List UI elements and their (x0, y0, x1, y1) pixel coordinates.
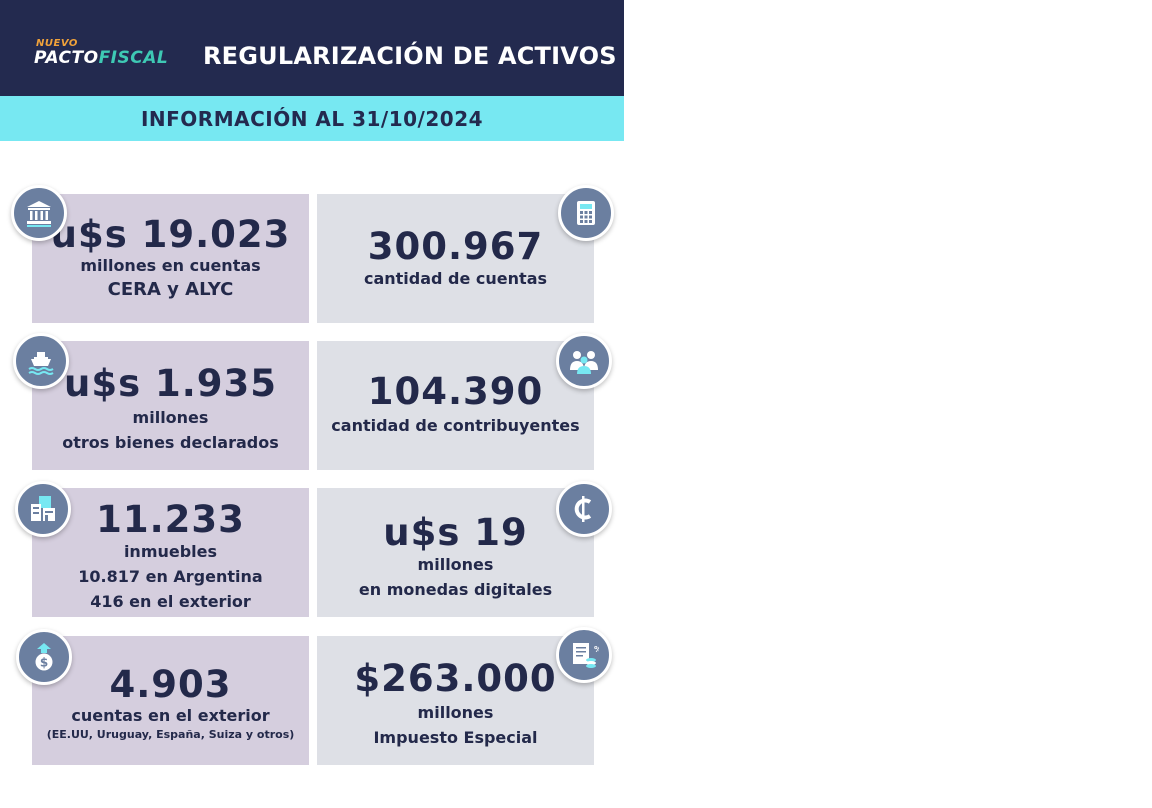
card-value: $263.000 (354, 657, 557, 700)
card-value: u$s 19.023 (50, 213, 291, 256)
tax-document-icon: % (556, 627, 612, 683)
date-label: INFORMACIÓN AL 31/10/2024 (140, 107, 484, 131)
card-line: cuentas en el exterior (71, 706, 270, 725)
logo-word-pacto: PACTO (34, 48, 99, 68)
card-line: millones (417, 703, 494, 722)
logo-word-fiscal: FISCAL (98, 48, 169, 68)
card-line: Impuesto Especial (373, 727, 538, 747)
header-banner: NUEVO PACTOFISCAL REGULARIZACIÓN DE ACTI… (0, 0, 624, 96)
card-cuentas-exterior: 4.903 cuentas en el exterior (EE.UU, Uru… (32, 636, 309, 765)
card-cuentas: 300.967 cantidad de cuentas (317, 194, 594, 323)
card-line: 416 en el exterior (90, 591, 251, 611)
card-cera-alyc: u$s 19.023 millones en cuentas CERA y AL… (32, 194, 309, 323)
logo-top-word: NUEVO (36, 38, 78, 49)
card-line: cantidad de cuentas (363, 269, 548, 288)
svg-text:$: $ (40, 656, 48, 670)
svg-text:%: % (594, 645, 599, 654)
buildings-icon (15, 481, 71, 537)
card-value: u$s 19 (383, 511, 528, 554)
money-bag-icon: $ (16, 629, 72, 685)
card-value: 300.967 (367, 225, 544, 268)
card-otros-bienes: u$s 1.935 millones otros bienes declarad… (32, 341, 309, 470)
card-line: cantidad de contribuyentes (331, 416, 580, 435)
card-line: 10.817 en Argentina (78, 566, 263, 586)
bank-icon (11, 185, 67, 241)
people-icon (556, 333, 612, 389)
card-line: millones en cuentas (80, 256, 261, 275)
card-line: otros bienes declarados (62, 432, 279, 452)
card-monedas-digitales: u$s 19 millones en monedas digitales (317, 488, 594, 617)
cryptocurrency-icon (556, 481, 612, 537)
card-contribuyentes: 104.390 cantidad de contribuyentes (317, 341, 594, 470)
calculator-icon (558, 185, 614, 241)
card-line: CERA y ALYC (107, 279, 234, 301)
card-line: en monedas digitales (358, 579, 553, 599)
card-line: millones (417, 555, 494, 574)
card-value: u$s 1.935 (63, 362, 278, 405)
pacto-fiscal-logo: NUEVO PACTOFISCAL (34, 38, 184, 74)
card-line: millones (132, 408, 209, 427)
boat-icon (13, 333, 69, 389)
card-value: 104.390 (367, 370, 544, 413)
page-title: REGULARIZACIÓN DE ACTIVOS (203, 42, 617, 70)
card-inmuebles: 11.233 inmuebles 10.817 en Argentina 416… (32, 488, 309, 617)
card-value: 4.903 (109, 663, 232, 706)
card-note: (EE.UU, Uruguay, España, Suiza y otros) (46, 727, 295, 741)
card-value: 11.233 (96, 498, 245, 541)
date-bar: INFORMACIÓN AL 31/10/2024 (0, 96, 624, 141)
card-line: inmuebles (123, 542, 218, 561)
card-impuesto-especial: $263.000 millones Impuesto Especial (317, 636, 594, 765)
